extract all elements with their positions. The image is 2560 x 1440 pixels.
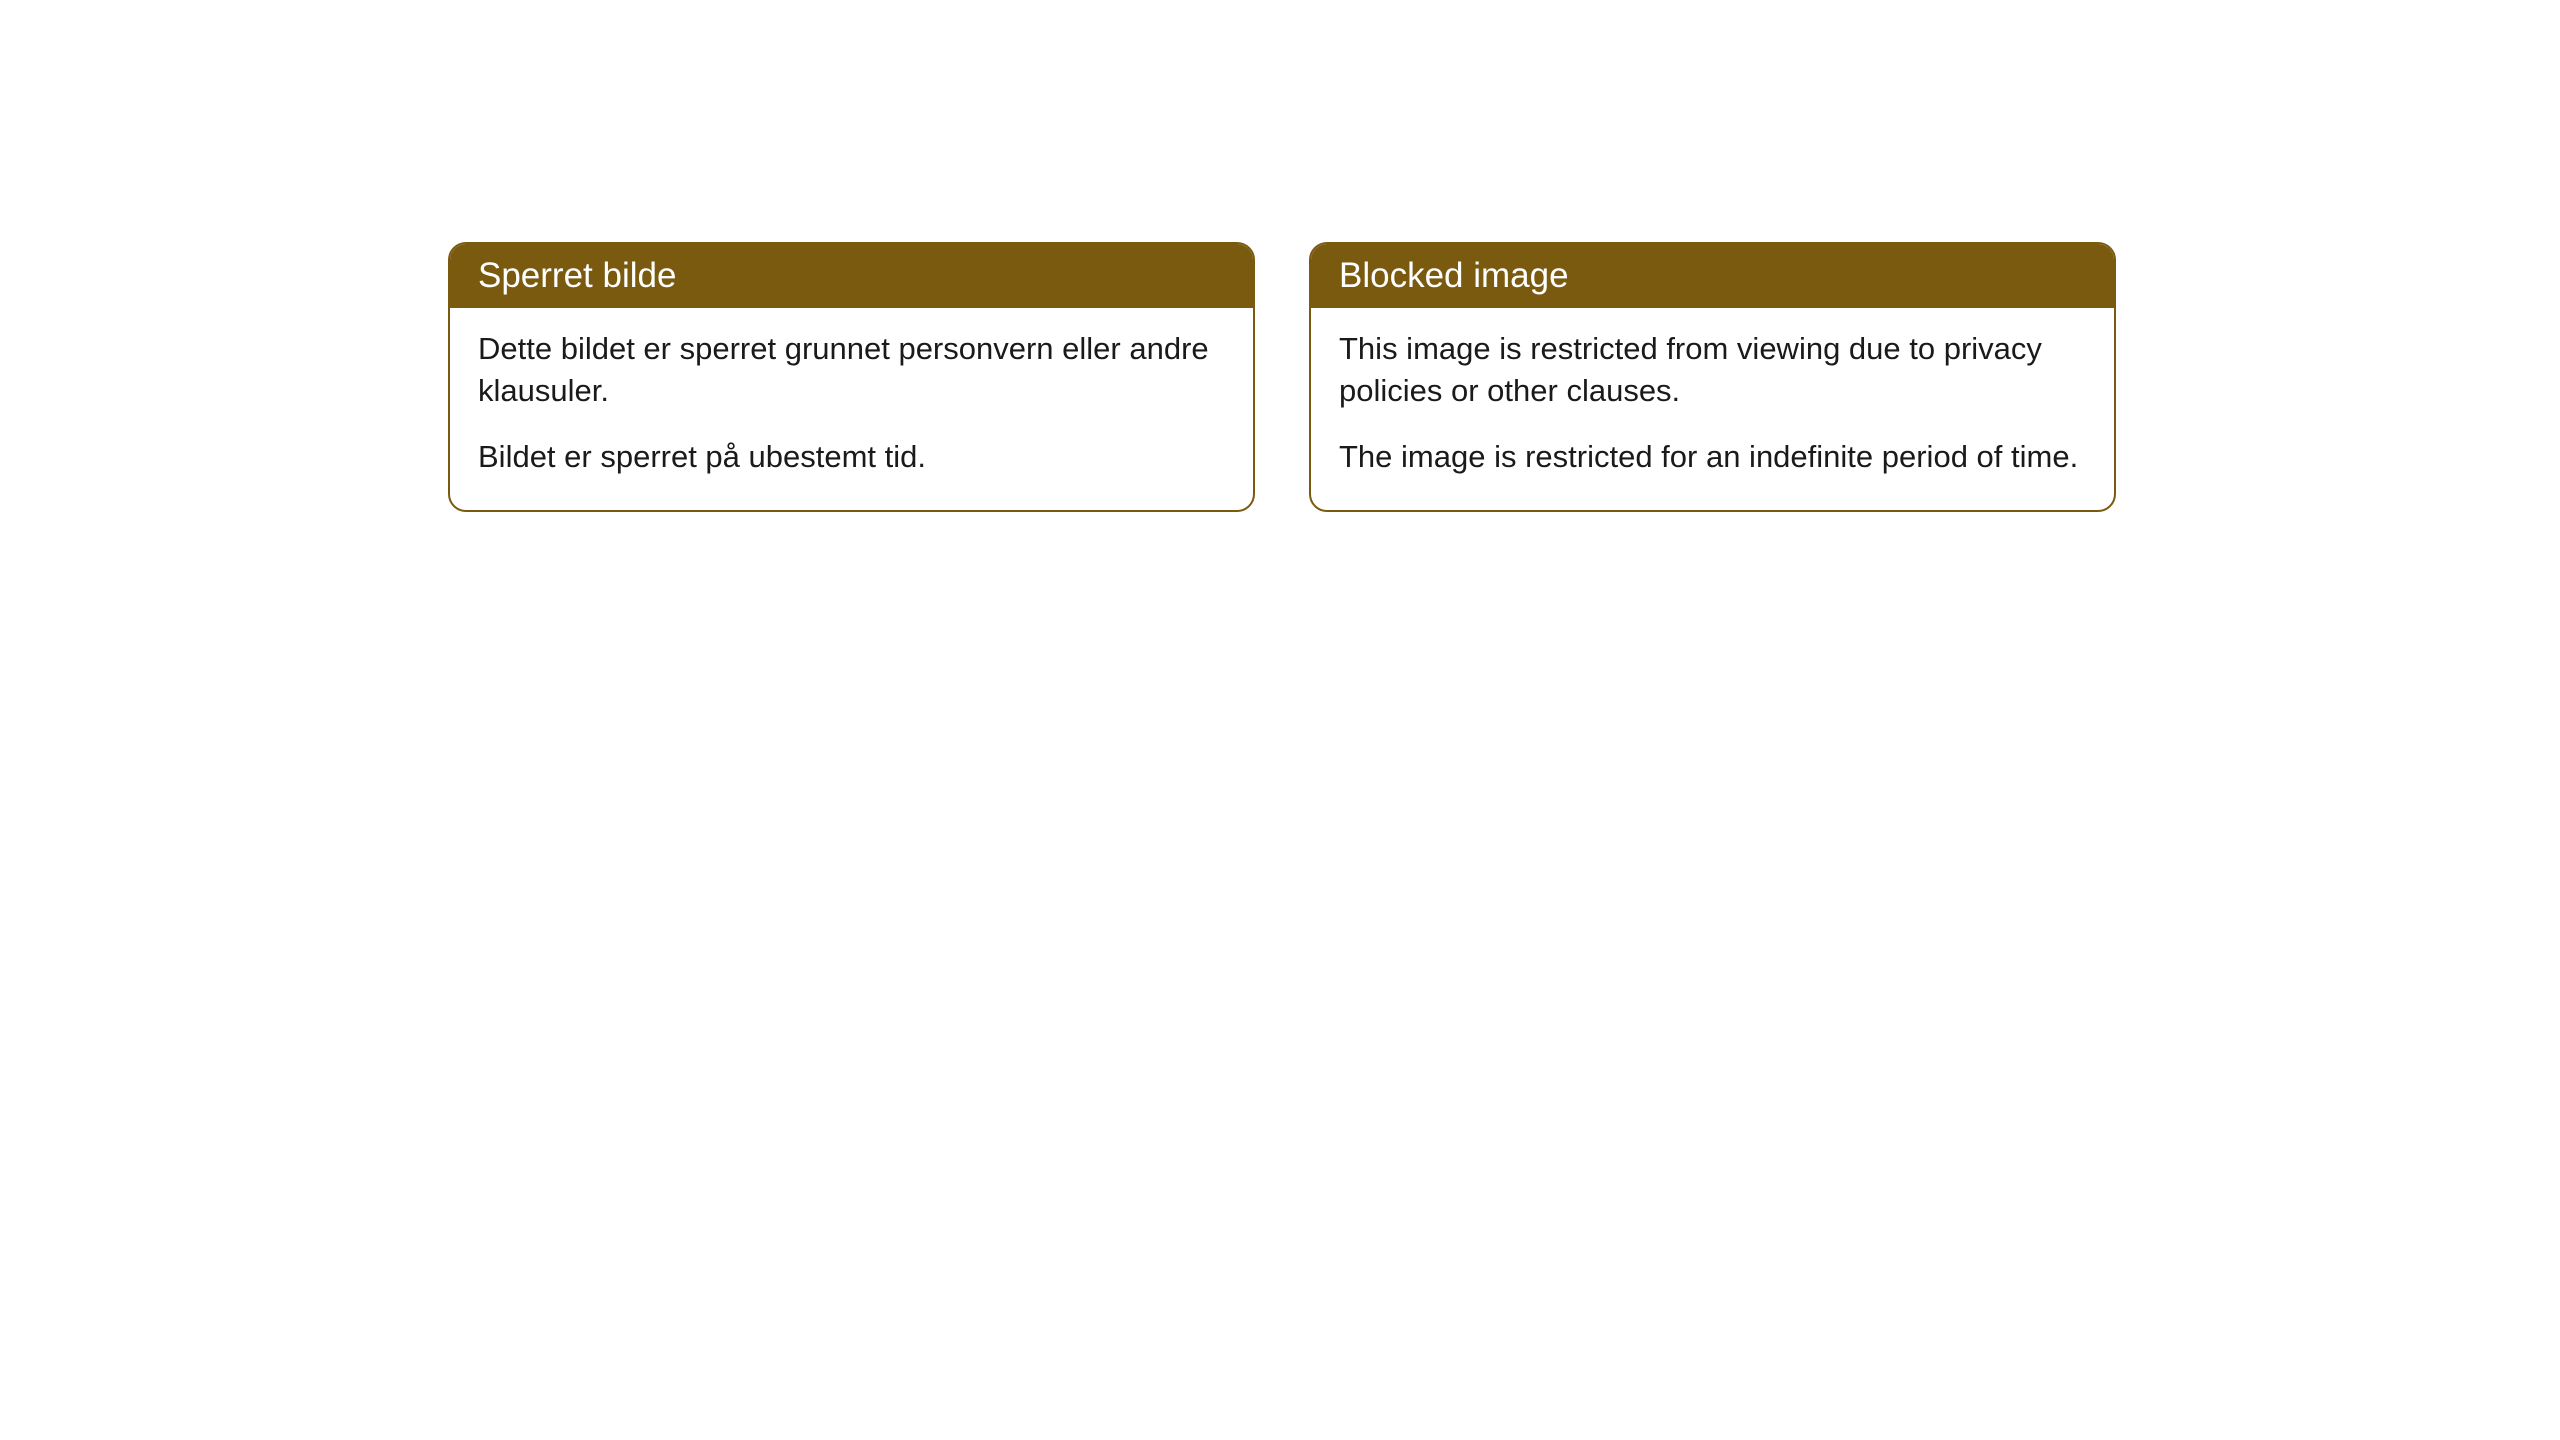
notice-paragraph-2-english: The image is restricted for an indefinit… bbox=[1339, 436, 2086, 478]
notice-body-english: This image is restricted from viewing du… bbox=[1311, 308, 2114, 510]
notice-paragraph-2-norwegian: Bildet er sperret på ubestemt tid. bbox=[478, 436, 1225, 478]
notice-title-norwegian: Sperret bilde bbox=[478, 256, 676, 295]
notice-body-norwegian: Dette bildet er sperret grunnet personve… bbox=[450, 308, 1253, 510]
notice-card-norwegian: Sperret bilde Dette bildet er sperret gr… bbox=[448, 242, 1255, 512]
notice-header-english: Blocked image bbox=[1311, 244, 2114, 308]
notice-header-norwegian: Sperret bilde bbox=[450, 244, 1253, 308]
notice-paragraph-1-english: This image is restricted from viewing du… bbox=[1339, 328, 2086, 412]
notice-card-english: Blocked image This image is restricted f… bbox=[1309, 242, 2116, 512]
notice-title-english: Blocked image bbox=[1339, 256, 1569, 295]
notice-paragraph-1-norwegian: Dette bildet er sperret grunnet personve… bbox=[478, 328, 1225, 412]
notice-container: Sperret bilde Dette bildet er sperret gr… bbox=[448, 242, 2116, 512]
